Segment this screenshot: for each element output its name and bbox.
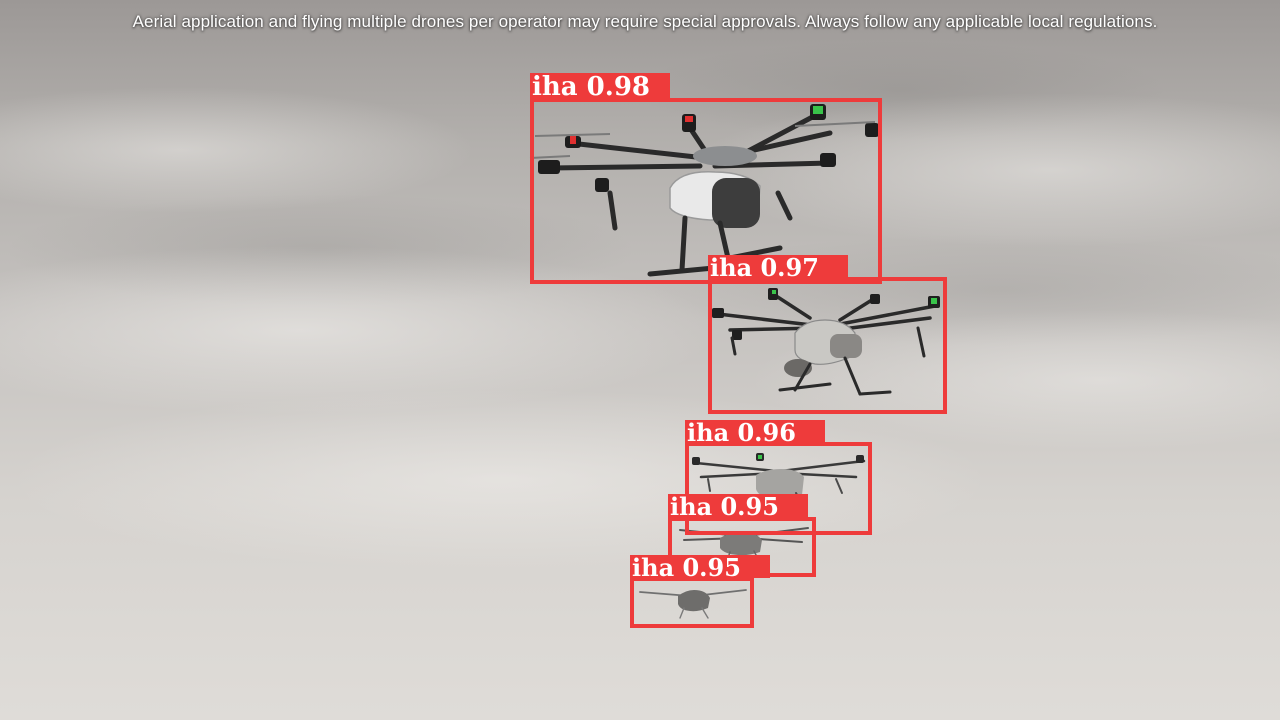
detection-label: iha 0.95 (630, 555, 770, 581)
drone-2 (712, 288, 940, 396)
detection-label: iha 0.98 (530, 73, 670, 101)
detection-label: iha 0.96 (685, 420, 825, 446)
bounding-box (685, 442, 872, 535)
detection-label: iha 0.95 (668, 494, 808, 520)
drone-3 (692, 453, 866, 514)
bounding-box (530, 98, 882, 284)
drone-5 (639, 589, 747, 619)
bounding-box (708, 277, 947, 414)
detection-label: iha 0.97 (708, 255, 848, 281)
bounding-box (630, 577, 754, 628)
disclaimer-caption: Aerial application and flying multiple d… (132, 12, 1158, 31)
